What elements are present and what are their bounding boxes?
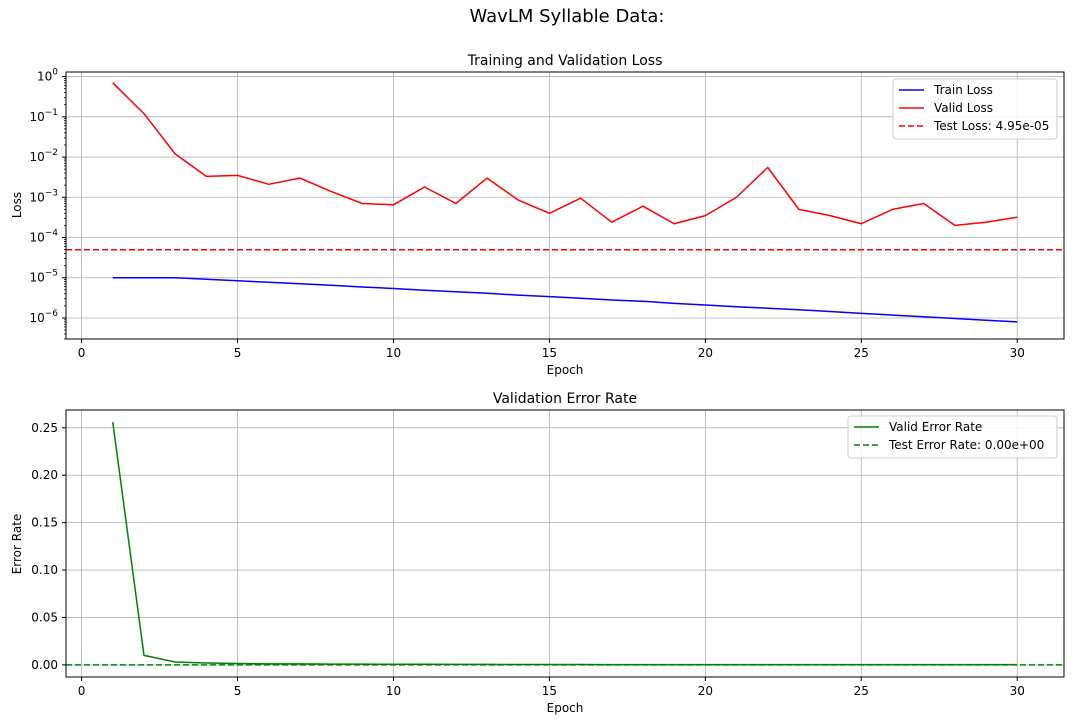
loss-y-tick-exponent: −6 (45, 309, 59, 319)
loss-legend-box (892, 78, 1058, 140)
error-x-tick-label: 10 (386, 684, 401, 698)
error-x-tick-label: 5 (234, 684, 242, 698)
loss-series (112, 82, 1018, 323)
loss-series-line (112, 276, 1018, 323)
loss-y-tick-label: 10−2 (29, 148, 58, 164)
loss-y-tick-label: 10−1 (29, 108, 58, 124)
loss-y-tick-base: 10 (29, 150, 44, 164)
loss-y-tick-base: 10 (37, 70, 52, 84)
loss-y-tick-label: 100 (37, 68, 58, 84)
error-series-line (112, 422, 1018, 666)
error-legend-label: Valid Error Rate (889, 420, 982, 434)
loss-y-tick-label: 10−3 (29, 188, 58, 204)
loss-y-axis-label: Loss (10, 192, 24, 218)
error-y-tick-label: 0.15 (31, 516, 58, 530)
loss-y-tick-exponent: −1 (45, 108, 58, 118)
figure-suptitle: WavLM Syllable Data: (470, 6, 665, 27)
loss-x-tick-label: 25 (854, 346, 869, 360)
error-y-tick-label: 0.00 (31, 658, 58, 672)
loss-axes: Training and Validation Loss 0 5 10 15 20 25 3… (10, 53, 1065, 377)
loss-y-tick-exponent: 0 (52, 68, 58, 78)
error-x-tick-label: 0 (78, 684, 86, 698)
loss-x-tick-label: 5 (234, 346, 242, 360)
error-x-tick-label: 30 (1010, 684, 1025, 698)
error-legend: Valid Error Rate Test Error Rate: 0.00e+0… (847, 415, 1058, 459)
loss-y-tick-exponent: −2 (45, 148, 58, 158)
loss-y-tick-exponent: −5 (45, 269, 58, 279)
error-x-axis-label: Epoch (547, 701, 584, 715)
loss-x-tick-label: 30 (1010, 346, 1025, 360)
error-axes-frame (65, 409, 1065, 678)
error-y-tick-label: 0.10 (31, 563, 58, 577)
loss-y-tick-base: 10 (29, 231, 44, 245)
error-x-tick-label: 25 (854, 684, 869, 698)
error-y-tick-label: 0.25 (31, 421, 58, 435)
error-y-ticks: 0.00 0.05 0.10 0.15 0.20 0.25 (31, 421, 66, 672)
error-x-tick-label: 20 (698, 684, 713, 698)
loss-x-axis-label: Epoch (547, 363, 584, 377)
loss-legend: Train Loss Valid Loss Test Loss: 4.95e-05 (892, 78, 1058, 140)
error-legend-box (847, 415, 1058, 459)
error-y-axis-label: Error Rate (10, 514, 24, 575)
error-x-tick-label: 15 (542, 684, 557, 698)
error-legend-label: Test Error Rate: 0.00e+00 (888, 438, 1044, 452)
loss-y-tick-exponent: −4 (45, 229, 59, 239)
loss-y-tick-label: 10−4 (29, 229, 58, 245)
error-series (112, 422, 1018, 666)
loss-legend-label: Test Loss: 4.95e-05 (933, 119, 1049, 133)
loss-y-tick-base: 10 (29, 271, 44, 285)
error-y-tick-label: 0.05 (31, 610, 58, 624)
error-y-tick-label: 0.20 (31, 468, 58, 482)
loss-x-tick-label: 10 (386, 346, 401, 360)
loss-legend-label: Train Loss (933, 83, 993, 97)
loss-x-ticks: 0 5 10 15 20 25 30 (78, 339, 1025, 360)
loss-y-tick-exponent: −3 (45, 188, 58, 198)
error-x-ticks: 0 5 10 15 20 25 30 (78, 677, 1025, 698)
loss-y-tick-base: 10 (29, 190, 44, 204)
loss-y-tick-label: 10−5 (29, 269, 58, 285)
loss-chart-title: Training and Validation Loss (467, 53, 663, 69)
loss-legend-label: Valid Loss (934, 101, 993, 115)
loss-y-tick-label: 10−6 (29, 309, 58, 325)
loss-series-line (112, 82, 1018, 227)
error-chart-title: Validation Error Rate (493, 391, 637, 407)
loss-x-tick-label: 15 (542, 346, 557, 360)
loss-x-tick-label: 20 (698, 346, 713, 360)
error-axes: Validation Error Rate 0 5 10 15 20 25 30 0.000… (10, 391, 1065, 715)
loss-y-tick-base: 10 (29, 110, 44, 124)
loss-x-tick-label: 0 (78, 346, 86, 360)
loss-axes-frame (65, 71, 1065, 340)
loss-y-tick-base: 10 (29, 311, 44, 325)
